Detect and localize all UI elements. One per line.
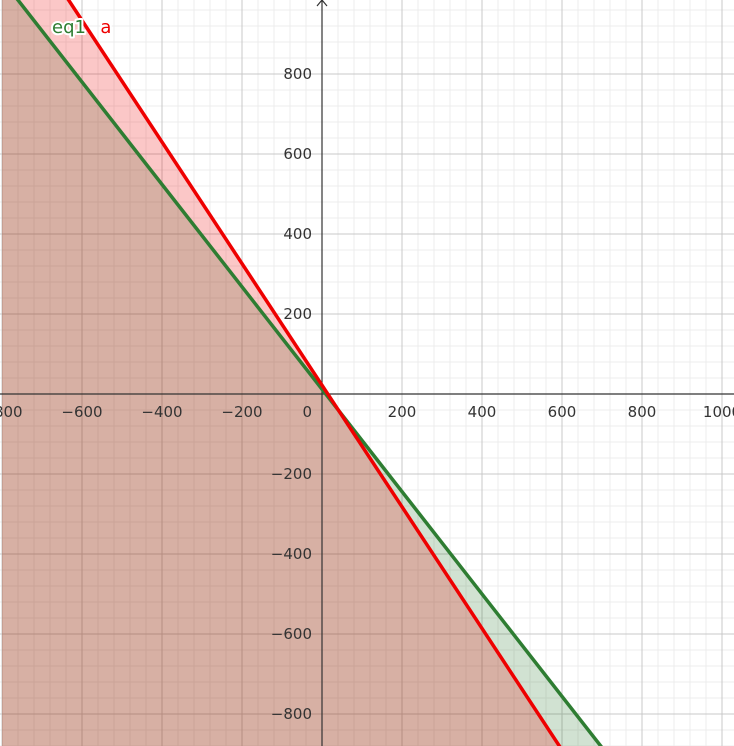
y-tick-label: −800 [271,705,312,723]
y-tick-label: −400 [271,545,312,563]
y-tick-label: 600 [283,145,312,163]
inequality-region [2,0,601,746]
x-tick-label: 0 [302,403,312,421]
y-tick-label: 800 [283,65,312,83]
x-tick-label: −600 [61,403,102,421]
x-tick-label: −800 [0,403,23,421]
y-tick-label: −600 [271,625,312,643]
line [15,0,603,746]
x-tick-label: 600 [548,403,577,421]
x-tick-label: −200 [221,403,262,421]
x-tick-label: −400 [141,403,182,421]
line [66,0,562,746]
x-tick-label: 1000 [703,403,734,421]
line-label: eq1 [52,17,86,38]
line-label: a [100,17,111,38]
y-tick-label: 400 [283,225,312,243]
x-tick-label: 400 [468,403,497,421]
y-axis-arrow [316,0,328,7]
y-tick-label: −200 [271,465,312,483]
x-tick-label: 200 [388,403,417,421]
y-tick-label: 200 [283,305,312,323]
inequality-region [2,0,560,746]
x-tick-label: 800 [628,403,657,421]
